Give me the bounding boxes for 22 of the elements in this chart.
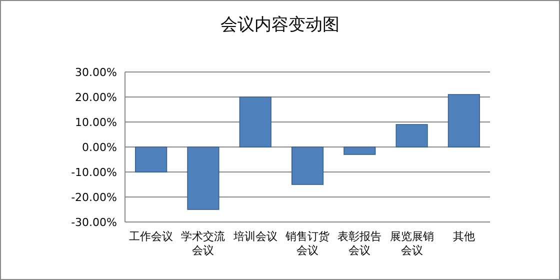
x-tick-label: 培训会议 <box>232 230 278 243</box>
x-tick-label: 工作会议 <box>129 230 174 243</box>
y-tick-label: 0.00% <box>82 141 117 154</box>
bar <box>344 146 376 155</box>
x-tick-label: 销售订货会议 <box>284 230 330 257</box>
y-tick-label: 20.00% <box>75 91 117 104</box>
y-tick-label: -20.00% <box>71 191 117 204</box>
x-tick-label: 其他 <box>452 230 475 243</box>
y-tick-label: 30.00% <box>75 66 117 79</box>
x-tick-label: 表彰报告会议 <box>338 230 382 257</box>
y-tick-label: 10.00% <box>75 116 117 129</box>
bar <box>396 124 428 148</box>
bar <box>291 146 324 185</box>
x-tick-label: 学术交流会议 <box>181 230 226 257</box>
bar <box>239 96 272 148</box>
bar <box>135 146 168 172</box>
y-tick-label: -10.00% <box>71 166 117 179</box>
bar <box>187 146 220 210</box>
chart-title: 会议内容变动图 <box>220 15 340 35</box>
y-tick-label: -30.00% <box>71 216 117 229</box>
x-tick-label: 展览展销会议 <box>390 230 434 257</box>
bar <box>448 94 480 148</box>
